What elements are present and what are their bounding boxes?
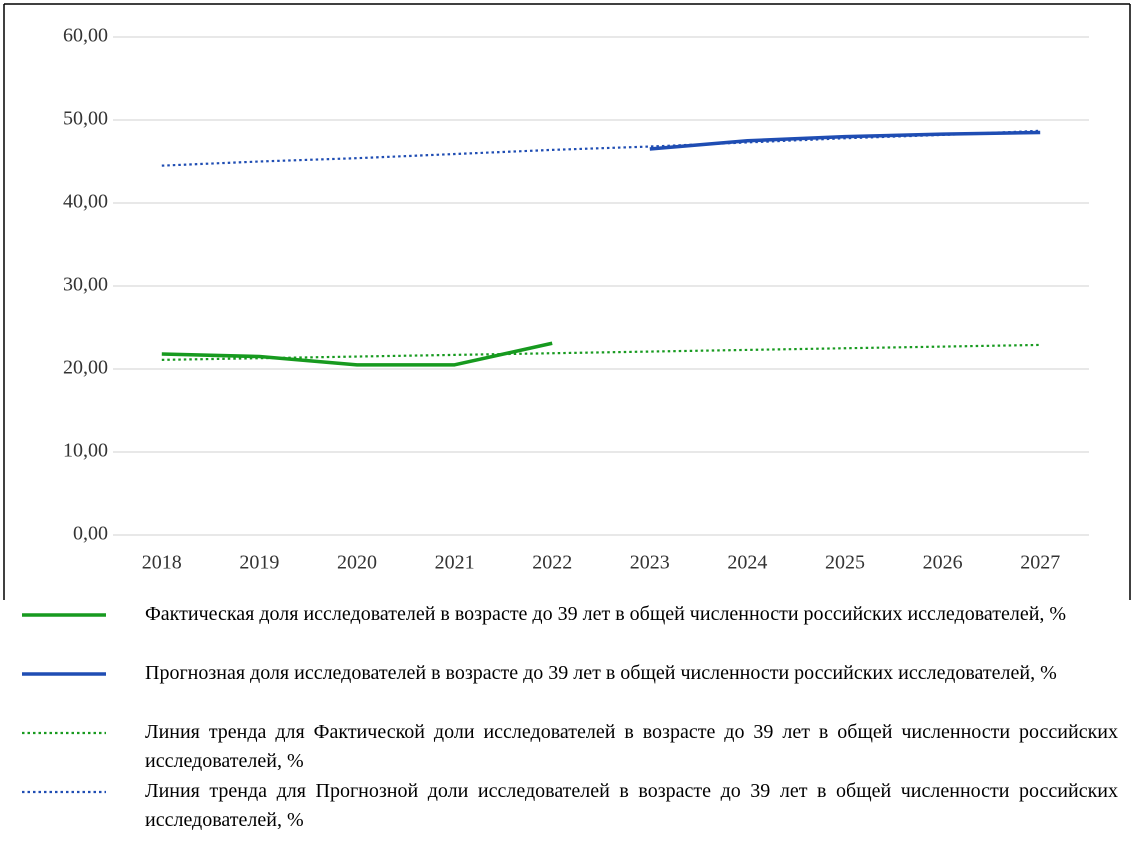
legend-label: Линия тренда для Прогнозной доли исследо… — [145, 780, 1118, 831]
chart: 0,00 10,00 20,00 30,00 40,00 50,00 60,00 2018 20… — [3, 3, 1131, 852]
x-tick-label: 2019 — [239, 552, 279, 574]
x-tick-label: 2018 — [142, 552, 182, 574]
x-tick-label: 2022 — [532, 552, 572, 574]
x-tick-label: 2025 — [825, 552, 865, 574]
x-tick-label: 2024 — [727, 552, 767, 574]
y-tick-label: 60,00 — [63, 25, 108, 47]
x-tick-label: 2021 — [435, 552, 475, 574]
legend-item: Фактическая доля исследователей в возрас… — [0, 600, 1134, 659]
y-tick-label: 50,00 — [63, 108, 108, 130]
y-tick-label: 20,00 — [63, 357, 108, 379]
x-tick-label: 2020 — [337, 552, 377, 574]
series-line — [161, 341, 553, 367]
legend-swatch — [22, 790, 106, 794]
legend-label: Прогнозная доля исследователей в возраст… — [145, 662, 1057, 684]
legend-label: Фактическая доля исследователей в возрас… — [145, 603, 1067, 625]
legend-label: Линия тренда для Фактической доли исслед… — [145, 721, 1118, 772]
legend-item: Линия тренда для Прогнозной доли исследо… — [0, 777, 1134, 836]
legend-swatch — [22, 672, 106, 676]
series-line — [161, 343, 1041, 361]
y-tick-label: 0,00 — [73, 523, 108, 545]
legend-swatch — [22, 731, 106, 735]
legend-swatch — [22, 613, 106, 617]
legend: Фактическая доля исследователей в возрас… — [0, 600, 1134, 836]
x-tick-label: 2027 — [1020, 552, 1060, 574]
series-line — [161, 129, 1041, 167]
y-tick-label: 40,00 — [63, 191, 108, 213]
series-line — [649, 130, 1041, 151]
y-tick-label: 30,00 — [63, 274, 108, 296]
x-tick-label: 2026 — [923, 552, 963, 574]
y-tick-label: 10,00 — [63, 440, 108, 462]
x-tick-label: 2023 — [630, 552, 670, 574]
legend-item: Линия тренда для Фактической доли исслед… — [0, 718, 1134, 777]
legend-item: Прогнозная доля исследователей в возраст… — [0, 659, 1134, 718]
